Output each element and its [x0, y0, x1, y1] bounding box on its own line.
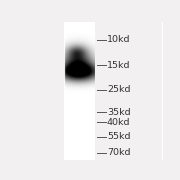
Bar	[64, 24, 95, 158]
Text: 35kd: 35kd	[107, 108, 130, 117]
Text: 55kd: 55kd	[107, 132, 130, 141]
Text: 10kd: 10kd	[107, 35, 130, 44]
Text: 40kd: 40kd	[107, 118, 130, 127]
Text: 70kd: 70kd	[107, 148, 130, 157]
Bar	[95, 22, 162, 160]
Text: 15kd: 15kd	[107, 61, 130, 70]
Text: 25kd: 25kd	[107, 85, 130, 94]
Bar	[22, 22, 64, 160]
